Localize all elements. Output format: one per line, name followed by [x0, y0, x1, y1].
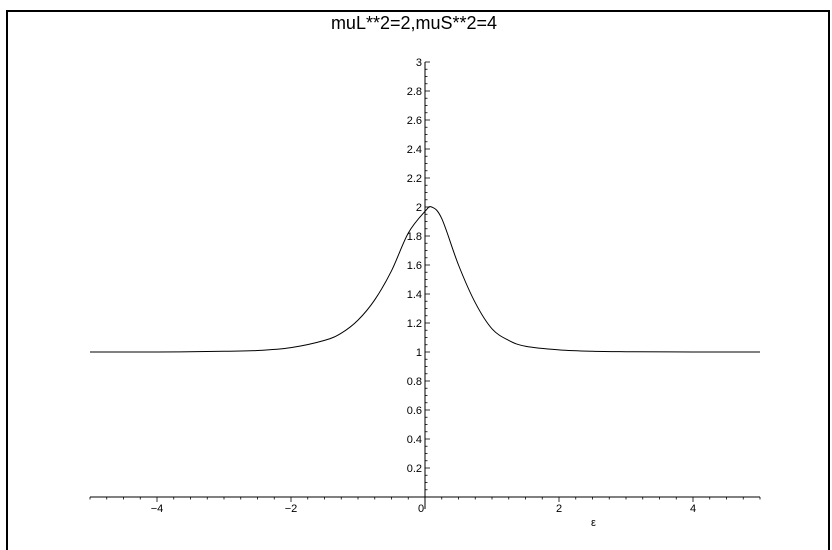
- y-tick-label: 2.4: [407, 144, 422, 156]
- y-tick-label: 0.6: [407, 405, 422, 417]
- chart-title: muL**2=2,muS**2=4: [331, 13, 497, 33]
- y-tick-label: 2.2: [407, 173, 422, 185]
- y-tick-label: 1.4: [407, 289, 422, 301]
- y-tick-label: 1.8: [407, 231, 422, 243]
- x-tick-label: −2: [285, 503, 298, 515]
- y-tick-label: 1.6: [407, 260, 422, 272]
- y-tick-label: 0.8: [407, 376, 422, 388]
- x-tick-label: −4: [151, 503, 164, 515]
- x-axis-label: ε: [591, 517, 596, 529]
- series-group: [89, 206, 761, 353]
- x-tick-label: 4: [690, 503, 696, 515]
- y-tick-label: 2.8: [407, 86, 422, 98]
- y-tick-label: 1: [416, 347, 422, 359]
- axes: [90, 62, 760, 509]
- tick-labels: −4 −2 0 2 4 0.2 0.4 0.6 0.8 1 1.2 1.4 1.6 1.8 2 2.2 2.4 2…: [151, 57, 696, 515]
- x-tick-label: 2: [556, 503, 562, 515]
- tick-marks: [89, 61, 761, 502]
- y-tick-label: 2.6: [407, 115, 422, 127]
- y-tick-label: 0.4: [407, 434, 422, 446]
- y-tick-label: 3: [416, 57, 422, 69]
- y-tick-label: 2: [416, 202, 422, 214]
- y-tick-label: 0.2: [407, 463, 422, 475]
- series-line: [89, 206, 761, 353]
- x-tick-label: 0: [418, 503, 424, 515]
- y-tick-label: 1.2: [407, 318, 422, 330]
- chart-frame: [6, 10, 830, 550]
